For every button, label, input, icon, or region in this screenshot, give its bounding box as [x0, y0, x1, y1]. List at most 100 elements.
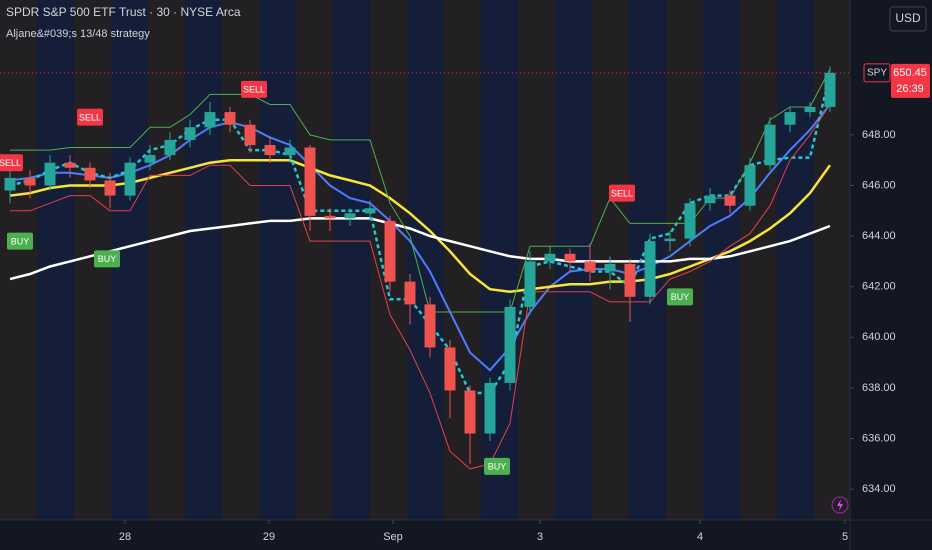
x-tick-label: 4	[697, 531, 703, 543]
session-stripe	[740, 0, 777, 520]
candle-body	[384, 220, 396, 282]
signal-text: SELL	[79, 113, 101, 123]
session-stripe	[481, 0, 518, 520]
signal-text: SELL	[243, 85, 265, 95]
candle-body	[304, 147, 316, 216]
session-stripes	[0, 0, 850, 520]
candle-body	[364, 208, 376, 214]
indicator-line	[9, 73, 832, 395]
signal-text: BUY	[11, 237, 30, 247]
candle-body	[684, 203, 696, 239]
strategy-name: Aljane&#039;s 13/48 strategy	[6, 28, 150, 40]
candle-body	[444, 347, 456, 391]
signal-label	[484, 457, 510, 475]
candle-body	[604, 263, 616, 272]
y-tick-label: 646.00	[862, 179, 896, 191]
candle-body	[824, 72, 836, 108]
signal-label	[667, 288, 693, 306]
candle-body	[224, 112, 236, 125]
alert-icon[interactable]	[831, 496, 849, 514]
candle-body	[124, 162, 136, 196]
candle-body	[784, 112, 796, 125]
signal-text: BUY	[671, 292, 690, 302]
candle-body	[244, 124, 256, 145]
y-tick-label: 636.00	[862, 432, 896, 444]
symbol-text: SPY	[867, 68, 887, 79]
candle-body	[644, 241, 656, 297]
candle-body	[424, 304, 436, 348]
session-stripe	[333, 0, 370, 520]
candle-body	[64, 162, 76, 168]
y-tick-label: 648.00	[862, 129, 896, 141]
y-tick-label: 640.00	[862, 331, 896, 343]
price-text: 650.45	[893, 67, 927, 79]
candle-body	[464, 390, 476, 434]
session-stripe	[0, 0, 37, 520]
x-tick-label: 3	[537, 531, 543, 543]
signal-text: SELL	[0, 158, 21, 168]
candle-body	[764, 124, 776, 166]
session-stripe	[148, 0, 185, 520]
countdown-text: 26:39	[896, 83, 924, 95]
session-stripe	[222, 0, 259, 520]
candle-body	[144, 155, 156, 163]
signal-label	[0, 154, 23, 172]
y-tick-label: 638.00	[862, 382, 896, 394]
candle-body	[484, 382, 496, 434]
y-tick-label: 644.00	[862, 230, 896, 242]
plot: SELL SELL SELL SELL BUY BUY BUY BUY	[0, 66, 850, 475]
x-tick-label: 28	[119, 531, 131, 543]
session-stripe	[185, 0, 222, 520]
signal-label	[7, 232, 33, 250]
y-tick-label: 634.00	[862, 483, 896, 495]
candle-body	[624, 263, 636, 297]
currency-label: USD	[895, 11, 921, 25]
session-stripe	[37, 0, 74, 520]
indicator-line	[9, 158, 832, 294]
x-tick-label: 29	[263, 531, 275, 543]
candle-body	[404, 281, 416, 305]
alert-icon	[837, 499, 843, 511]
candle-body	[84, 167, 96, 181]
candle-body	[284, 147, 296, 156]
candle-body	[24, 177, 36, 186]
candle-body	[724, 195, 736, 206]
candle-body	[264, 144, 276, 156]
x-tick-label: 5	[842, 531, 848, 543]
symbol-tag	[863, 63, 891, 83]
session-stripe	[777, 0, 814, 520]
signal-label	[241, 80, 267, 98]
candle-body	[804, 107, 816, 113]
signal-text: BUY	[98, 254, 117, 264]
y-tick-label: 642.00	[862, 281, 896, 293]
x-tick-label: Sep	[383, 531, 403, 543]
candle-body	[564, 253, 576, 262]
signal-label	[77, 108, 103, 126]
candle-body	[704, 195, 716, 204]
currency-button[interactable]	[889, 6, 927, 32]
session-stripe	[296, 0, 333, 520]
signal-text: SELL	[611, 188, 633, 198]
candle-body	[4, 177, 16, 191]
session-stripe	[444, 0, 481, 520]
candle-body	[664, 238, 676, 242]
candle-body	[184, 127, 196, 140]
signal-label	[609, 184, 635, 202]
candle-body	[344, 213, 356, 219]
candle-body	[544, 253, 556, 262]
session-stripe	[407, 0, 444, 520]
chart-title: SPDR S&P 500 ETF Trust · 30 · NYSE Arca	[6, 5, 241, 19]
price-tag	[891, 63, 930, 98]
candle-body	[44, 162, 56, 186]
candle-body	[104, 180, 116, 196]
candle-body	[164, 139, 176, 156]
signal-label	[94, 250, 120, 268]
indicator-line	[10, 104, 831, 470]
signal-text: BUY	[488, 462, 507, 472]
candle-body	[524, 261, 536, 307]
candle-body	[324, 215, 336, 219]
candle-body	[744, 165, 756, 206]
